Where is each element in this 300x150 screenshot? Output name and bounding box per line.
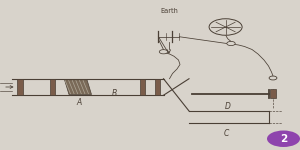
Circle shape xyxy=(209,19,242,35)
Circle shape xyxy=(269,76,277,80)
Text: Earth: Earth xyxy=(160,8,178,14)
Text: C: C xyxy=(224,129,229,138)
Text: 2: 2 xyxy=(280,134,287,144)
Polygon shape xyxy=(64,80,92,94)
Text: A: A xyxy=(77,98,82,107)
Circle shape xyxy=(227,41,235,46)
Text: D: D xyxy=(225,102,231,111)
FancyBboxPatch shape xyxy=(270,89,276,98)
FancyBboxPatch shape xyxy=(17,79,23,95)
FancyBboxPatch shape xyxy=(140,79,145,95)
Circle shape xyxy=(267,130,300,147)
FancyBboxPatch shape xyxy=(50,79,55,95)
Circle shape xyxy=(159,50,168,54)
FancyBboxPatch shape xyxy=(155,79,160,95)
Text: B: B xyxy=(111,89,117,98)
